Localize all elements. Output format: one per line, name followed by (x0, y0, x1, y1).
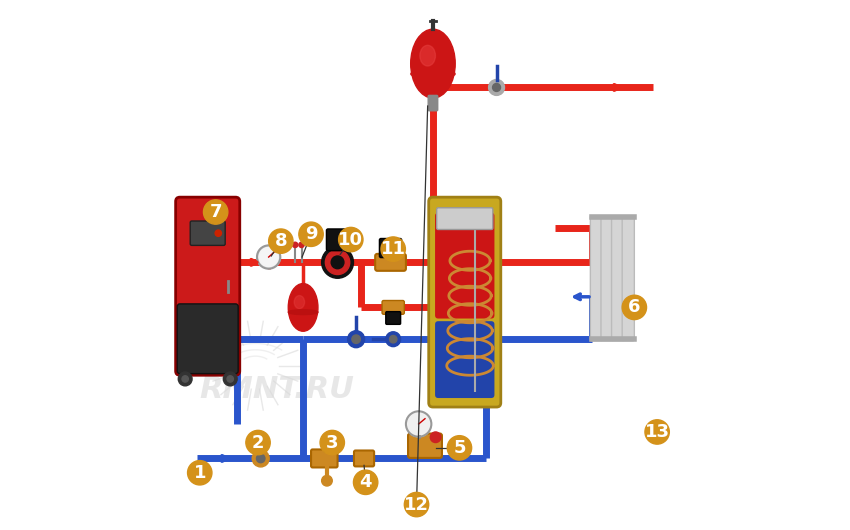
FancyBboxPatch shape (437, 208, 493, 229)
Circle shape (252, 450, 269, 467)
Ellipse shape (294, 296, 304, 308)
Circle shape (182, 376, 189, 382)
Text: 11: 11 (381, 240, 405, 258)
Text: 9: 9 (305, 225, 317, 243)
FancyBboxPatch shape (408, 434, 442, 458)
Circle shape (292, 242, 298, 248)
Circle shape (489, 80, 505, 95)
FancyBboxPatch shape (177, 304, 238, 374)
Circle shape (215, 230, 222, 236)
FancyBboxPatch shape (622, 216, 634, 341)
Circle shape (257, 245, 280, 269)
Circle shape (492, 83, 501, 92)
FancyBboxPatch shape (382, 301, 405, 314)
FancyBboxPatch shape (311, 449, 337, 467)
Circle shape (326, 250, 349, 275)
FancyBboxPatch shape (435, 213, 495, 319)
Text: 2: 2 (252, 434, 264, 452)
Text: 5: 5 (453, 439, 466, 457)
Text: 7: 7 (209, 203, 222, 221)
Circle shape (321, 246, 354, 278)
Circle shape (246, 430, 270, 455)
Ellipse shape (411, 29, 456, 98)
Circle shape (406, 411, 431, 437)
Circle shape (389, 335, 397, 343)
FancyBboxPatch shape (190, 221, 225, 245)
FancyBboxPatch shape (428, 197, 501, 407)
Circle shape (299, 242, 304, 248)
Circle shape (188, 461, 212, 485)
Text: 8: 8 (275, 232, 287, 250)
FancyBboxPatch shape (386, 312, 400, 324)
Circle shape (381, 237, 405, 261)
Circle shape (257, 454, 265, 463)
Circle shape (447, 436, 472, 460)
Text: 1: 1 (194, 464, 206, 482)
FancyBboxPatch shape (428, 95, 438, 111)
Text: 13: 13 (644, 423, 670, 441)
FancyBboxPatch shape (176, 197, 240, 375)
Text: 3: 3 (326, 434, 338, 452)
FancyBboxPatch shape (591, 216, 603, 341)
Circle shape (405, 492, 428, 517)
Circle shape (348, 331, 365, 348)
FancyBboxPatch shape (601, 216, 613, 341)
Circle shape (645, 420, 669, 444)
Circle shape (259, 248, 278, 267)
Circle shape (203, 200, 228, 224)
Text: RMNT.RU: RMNT.RU (199, 375, 354, 404)
FancyBboxPatch shape (435, 321, 495, 398)
Text: 6: 6 (628, 298, 641, 316)
FancyBboxPatch shape (379, 238, 402, 258)
FancyBboxPatch shape (326, 229, 348, 251)
FancyBboxPatch shape (611, 216, 624, 341)
Circle shape (338, 227, 363, 252)
Ellipse shape (420, 46, 435, 66)
Text: 4: 4 (360, 473, 372, 491)
Circle shape (332, 256, 344, 269)
Ellipse shape (411, 69, 456, 78)
Text: 10: 10 (338, 231, 363, 249)
Ellipse shape (288, 310, 318, 315)
FancyBboxPatch shape (375, 254, 406, 271)
FancyBboxPatch shape (354, 450, 374, 466)
Circle shape (227, 376, 234, 382)
Circle shape (269, 229, 293, 253)
Text: 12: 12 (404, 496, 429, 514)
Circle shape (299, 222, 323, 246)
Circle shape (622, 295, 647, 320)
Circle shape (321, 475, 332, 486)
Circle shape (224, 372, 237, 386)
Circle shape (178, 372, 192, 386)
Ellipse shape (288, 284, 318, 331)
Circle shape (352, 335, 360, 343)
Circle shape (354, 470, 378, 494)
Circle shape (430, 432, 441, 443)
Circle shape (320, 430, 344, 455)
Circle shape (386, 332, 400, 347)
